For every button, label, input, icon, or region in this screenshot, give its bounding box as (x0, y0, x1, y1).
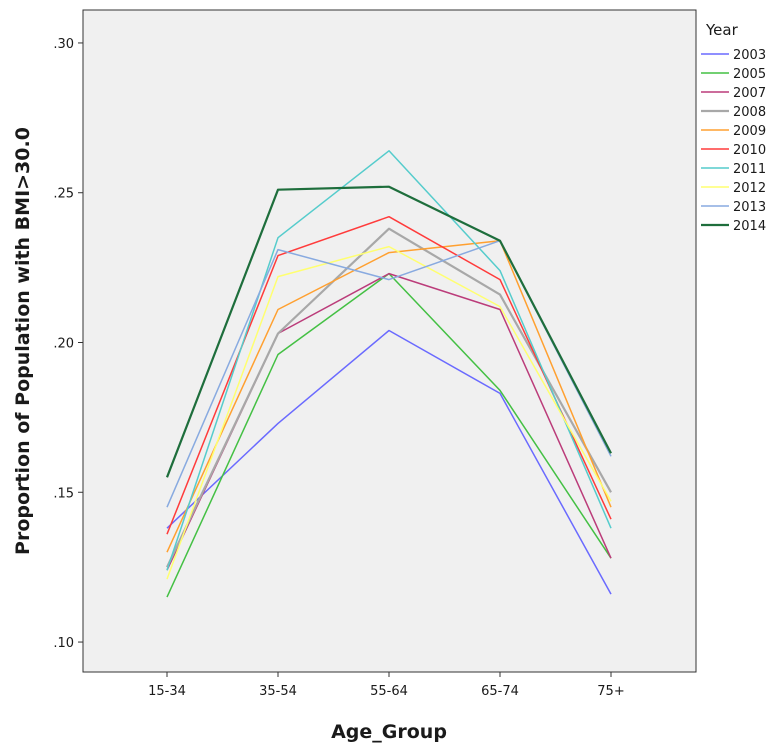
legend: Year 2003 2005 2007 2008 2009 2010 2011 2012 201… (701, 21, 766, 234)
legend-item-label: 2012 (733, 181, 766, 196)
series-line-2014 (165, 185, 612, 478)
legend-item-label: 2007 (733, 86, 766, 101)
x-tick-label: 65-74 (481, 684, 519, 699)
y-tick-label: .10 (53, 636, 74, 651)
y-tick-label: .25 (53, 187, 74, 202)
legend-item-label: 2010 (733, 143, 766, 158)
x-axis-title: Age_Group (331, 721, 447, 743)
series-line-2009 (166, 239, 612, 553)
y-axis-title: Proportion of Population with BMI>30.0 (12, 127, 34, 555)
legend-item-label: 2005 (733, 67, 766, 82)
series-line-2011 (166, 150, 612, 571)
legend-item-label: 2003 (733, 48, 766, 63)
legend-item-label: 2008 (733, 105, 766, 120)
legend-item-label: 2014 (733, 219, 766, 234)
x-tick-label: 35-54 (259, 684, 297, 699)
legend-title: Year (705, 21, 739, 39)
series-lines (165, 150, 612, 598)
x-axis: 15-34 35-54 55-64 65-74 75+ (148, 672, 625, 699)
plot-area (82, 9, 697, 673)
y-tick-label: .20 (53, 336, 74, 351)
legend-item-label: 2013 (733, 200, 766, 215)
y-axis: .10 .15 .20 .25 .30 (53, 37, 83, 651)
x-tick-label: 15-34 (148, 684, 186, 699)
x-tick-label: 55-64 (370, 684, 408, 699)
y-tick-label: .15 (53, 486, 74, 501)
series-line-2003 (166, 329, 612, 595)
series-line-2012 (166, 245, 612, 580)
x-tick-label: 75+ (597, 684, 624, 699)
legend-item-label: 2009 (733, 124, 766, 139)
y-tick-label: .30 (53, 37, 74, 52)
legend-item-label: 2011 (733, 162, 766, 177)
